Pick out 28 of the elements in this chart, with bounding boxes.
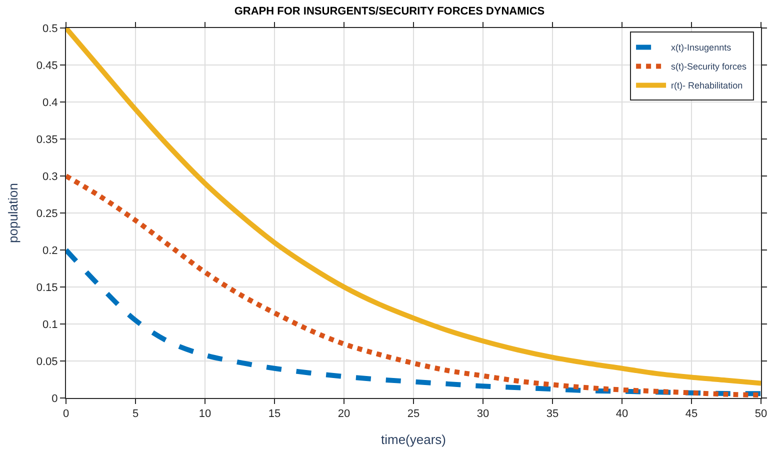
legend-label: r(t)- Rehabilitation bbox=[671, 80, 743, 91]
y-tick-label: 0.4 bbox=[42, 96, 58, 109]
x-tick-label: 15 bbox=[268, 408, 281, 420]
x-tick-label: 10 bbox=[198, 408, 212, 420]
x-tick-label: 45 bbox=[685, 408, 698, 420]
y-axis-title: population bbox=[5, 183, 20, 243]
x-tick-label: 50 bbox=[754, 408, 768, 420]
y-tick-label: 0.35 bbox=[36, 134, 58, 146]
x-tick-label: 35 bbox=[546, 408, 559, 420]
y-tick-label: 0.05 bbox=[36, 356, 58, 368]
legend-label: s(t)-Security forces bbox=[671, 62, 748, 72]
y-tick-label: 0 bbox=[52, 392, 58, 405]
x-tick-label: 5 bbox=[132, 408, 139, 420]
x-tick-label: 40 bbox=[616, 408, 628, 420]
x-axis-title: time(years) bbox=[380, 432, 446, 447]
x-tick-label: 0 bbox=[62, 408, 70, 420]
y-tick-label: 0.15 bbox=[36, 282, 58, 294]
y-tick-label: 0.3 bbox=[42, 170, 58, 183]
x-tick-label: 20 bbox=[338, 408, 350, 420]
chart-title: GRAPH FOR INSURGENTS/SECURITY FORCES DYNAMICS bbox=[234, 6, 545, 18]
x-tick-label: 25 bbox=[407, 408, 420, 420]
y-tick-label: 0.5 bbox=[42, 22, 58, 35]
y-tick-label: 0.45 bbox=[36, 60, 58, 72]
x-tick-label: 30 bbox=[476, 408, 490, 420]
y-tick-label: 0.2 bbox=[42, 244, 58, 257]
y-tick-label: 0.25 bbox=[36, 208, 58, 220]
y-tick-label: 0.1 bbox=[42, 318, 58, 331]
legend-label: x(t)-Insugennts bbox=[671, 42, 732, 53]
